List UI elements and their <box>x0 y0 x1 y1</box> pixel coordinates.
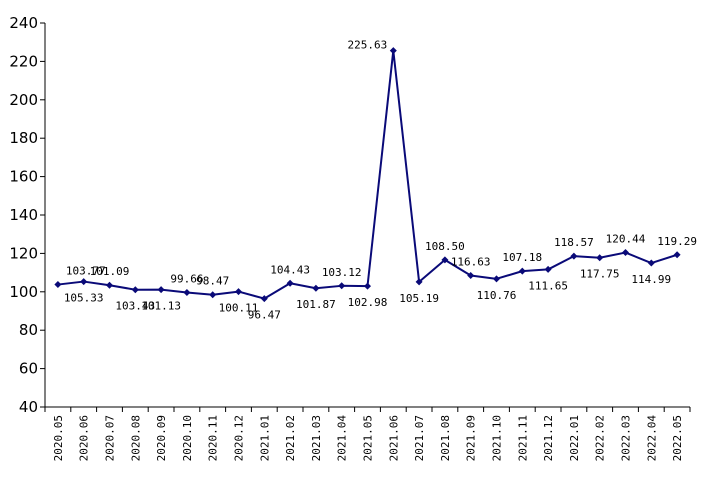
data-label: 98.47 <box>196 275 229 288</box>
data-point <box>312 284 320 292</box>
data-point <box>260 295 268 303</box>
x-tick-label: 2020.10 <box>181 415 194 461</box>
data-point <box>673 251 681 259</box>
data-point <box>286 279 294 287</box>
y-tick-label: 220 <box>9 52 38 70</box>
x-tick-label: 2022.04 <box>645 415 658 462</box>
y-tick-label: 120 <box>9 244 38 262</box>
data-label: 120.44 <box>606 233 646 246</box>
x-tick-label: 2020.12 <box>233 415 246 461</box>
x-axis: 2020.05 2020.06 2020.07 2020.08 2020.09 2020.… <box>44 406 691 462</box>
data-point <box>183 288 191 296</box>
data-label: 101.09 <box>90 265 130 278</box>
data-point <box>106 281 113 289</box>
x-tick-label: 2022.01 <box>568 415 581 461</box>
x-tick-label: 2021.03 <box>310 415 323 461</box>
data-point <box>647 259 655 267</box>
x-tick-label: 2021.11 <box>516 415 529 461</box>
y-tick-label: 100 <box>9 283 38 301</box>
x-tick-label: 2020.08 <box>129 415 142 461</box>
data-point <box>544 265 552 273</box>
x-tick-label: 2021.08 <box>439 415 452 461</box>
data-point <box>596 254 604 262</box>
y-tick-label: 60 <box>19 360 38 378</box>
data-point <box>415 278 423 286</box>
x-tick-label: 2020.05 <box>52 415 65 461</box>
data-label: 118.57 <box>554 236 594 249</box>
y-tick-label: 240 <box>9 14 38 32</box>
data-label: 108.50 <box>425 240 465 253</box>
x-tick-label: 2022.02 <box>594 415 607 461</box>
x-tick-label: 2020.09 <box>155 415 168 461</box>
data-point <box>209 291 217 299</box>
x-tick-label: 2021.10 <box>491 415 504 461</box>
data-label: 96.47 <box>248 309 281 322</box>
x-tick-label: 2021.09 <box>465 415 478 461</box>
data-label: 110.76 <box>477 289 517 302</box>
y-tick-label: 180 <box>9 129 38 147</box>
data-point <box>467 271 475 279</box>
data-point <box>338 282 346 290</box>
x-tick-label: 2021.01 <box>258 415 271 461</box>
y-axis: 40 60 80 100 120 140 160 180 200 220 240 <box>9 14 46 416</box>
data-point <box>131 286 139 294</box>
data-point <box>80 278 88 286</box>
data-label: 116.63 <box>451 255 491 268</box>
data-label: 99.66 <box>170 272 203 285</box>
data-label: 119.29 <box>657 235 697 248</box>
data-label: 117.75 <box>580 268 620 281</box>
data-point <box>441 256 449 264</box>
data-point <box>364 282 371 290</box>
data-point <box>54 281 62 289</box>
data-label: 103.77 <box>66 265 106 278</box>
y-tick-label: 140 <box>9 206 38 224</box>
y-tick-label: 40 <box>19 398 38 416</box>
data-point <box>157 286 165 294</box>
x-tick-label: 2022.03 <box>620 415 633 461</box>
x-tick-label: 2022.05 <box>671 415 684 461</box>
x-tick-label: 2021.02 <box>284 415 297 461</box>
data-label: 105.19 <box>399 292 439 305</box>
data-label: 114.99 <box>631 273 671 286</box>
data-point <box>518 267 526 275</box>
data-point <box>493 275 500 283</box>
x-tick-label: 2020.07 <box>104 415 117 461</box>
data-label: 101.87 <box>296 298 336 311</box>
y-tick-label: 200 <box>9 91 38 109</box>
x-tick-label: 2020.11 <box>207 415 220 461</box>
data-point <box>235 288 242 296</box>
series-line-path <box>57 49 678 300</box>
y-tick-label: 160 <box>9 168 38 186</box>
data-point <box>570 252 578 260</box>
x-tick-label: 2020.06 <box>78 415 91 461</box>
data-label: 103.12 <box>322 266 362 279</box>
data-label: 101.13 <box>141 300 181 313</box>
x-tick-label: 2021.12 <box>542 415 555 461</box>
data-label: 102.98 <box>348 296 388 309</box>
data-label: 107.18 <box>502 251 542 264</box>
data-point <box>622 249 629 257</box>
data-label: 111.65 <box>528 279 568 292</box>
data-label: 100.11 <box>219 302 259 315</box>
data-label: 103.43 <box>115 300 155 313</box>
x-tick-label: 2021.06 <box>387 415 400 461</box>
series-line <box>54 47 681 303</box>
data-label: 104.43 <box>270 263 310 276</box>
data-label: 105.33 <box>64 292 104 305</box>
data-point <box>389 47 397 55</box>
x-tick-label: 2021.04 <box>336 415 349 462</box>
y-tick-label: 80 <box>19 321 38 339</box>
x-tick-label: 2021.07 <box>413 415 426 461</box>
x-tick-label: 2021.05 <box>362 415 375 461</box>
data-label: 225.63 <box>348 39 388 52</box>
